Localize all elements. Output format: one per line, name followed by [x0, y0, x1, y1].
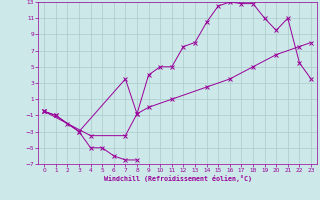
X-axis label: Windchill (Refroidissement éolien,°C): Windchill (Refroidissement éolien,°C) [104, 175, 252, 182]
